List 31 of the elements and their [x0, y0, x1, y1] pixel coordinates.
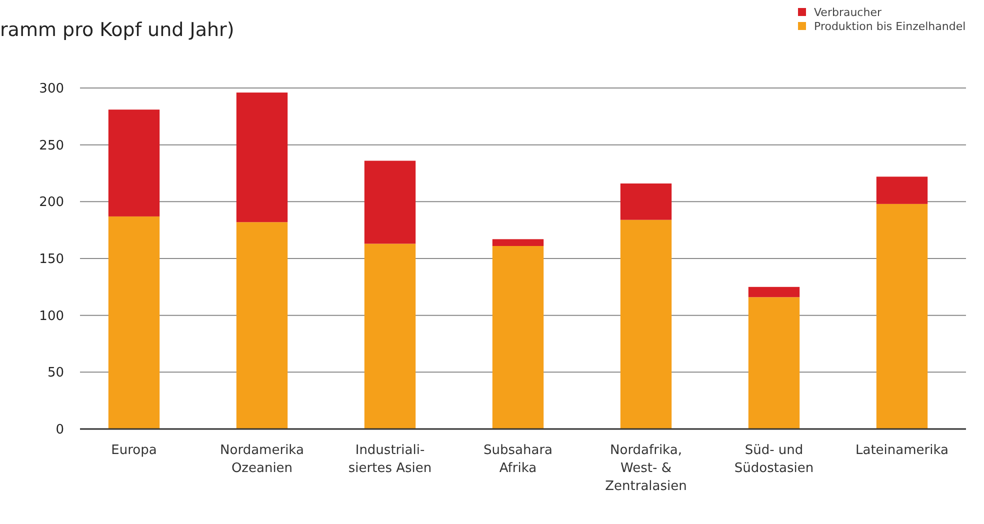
- bar: [364, 160, 416, 244]
- bar: [876, 204, 928, 429]
- y-tick-label: 250: [39, 138, 64, 154]
- y-tick-label: 0: [56, 422, 64, 438]
- bar: [620, 183, 672, 220]
- y-tick-label: 200: [39, 195, 64, 210]
- y-tick-label: 50: [47, 366, 64, 381]
- bar: [492, 246, 544, 429]
- bar: [620, 220, 672, 429]
- y-tick-label: 150: [39, 252, 64, 268]
- x-tick-label: Subsahara Afrika: [484, 443, 552, 476]
- x-tick-label: Süd- und Südostasien: [734, 443, 814, 476]
- x-tick-label: Nordamerika Ozeanien: [220, 443, 304, 476]
- x-tick-label: Industriali- siertes Asien: [348, 443, 432, 476]
- bar: [492, 239, 544, 246]
- bar: [748, 286, 800, 298]
- bar: [748, 297, 800, 429]
- bar: [876, 176, 928, 204]
- legend-label: Verbraucher: [814, 6, 882, 19]
- bar: [364, 244, 416, 429]
- legend-label: Produktion bis Einzelhandel: [814, 20, 966, 33]
- chart-subtitle: ramm pro Kopf und Jahr): [0, 19, 234, 41]
- bar: [236, 222, 288, 429]
- bar: [108, 216, 160, 429]
- y-tick-label: 300: [39, 82, 64, 97]
- x-tick-label: Lateinamerika: [855, 443, 949, 458]
- bar: [236, 92, 288, 222]
- y-tick-label: 100: [39, 308, 64, 324]
- x-tick-label: Europa: [111, 443, 157, 458]
- x-tick-label: Nordafrika, West- & Zentralasien: [605, 443, 687, 494]
- bar: [108, 110, 160, 216]
